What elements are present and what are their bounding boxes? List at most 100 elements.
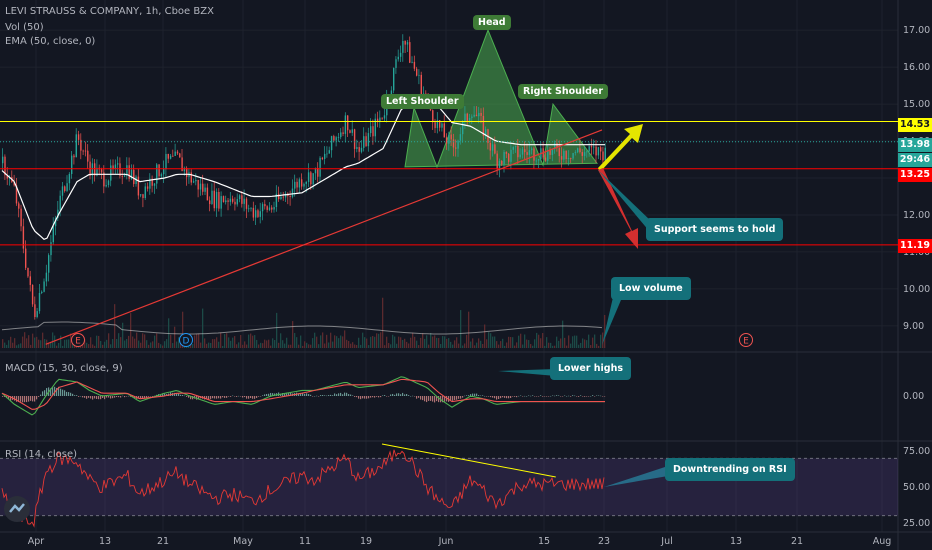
volume-bar bbox=[302, 345, 304, 348]
macd-histogram-bar bbox=[108, 396, 110, 398]
symbol-title[interactable]: LEVI STRAUSS & COMPANY, 1h, Cboe BZX bbox=[5, 6, 214, 17]
macd-histogram-bar bbox=[444, 396, 446, 402]
volume-bar bbox=[60, 335, 62, 348]
macd-histogram-bar bbox=[28, 396, 30, 402]
volume-bar bbox=[30, 344, 32, 348]
candle-body bbox=[459, 134, 462, 141]
volume-bar bbox=[520, 333, 522, 348]
candle-body bbox=[121, 176, 123, 177]
ema-line bbox=[1, 100, 605, 240]
candle-body bbox=[340, 132, 342, 138]
macd-histogram-bar bbox=[56, 387, 58, 396]
candle-body bbox=[455, 147, 457, 149]
macd-histogram-bar bbox=[264, 394, 266, 396]
candle-body bbox=[273, 207, 275, 210]
candle-body bbox=[163, 169, 165, 175]
right-shoulder-label[interactable]: Right Shoulder bbox=[518, 84, 609, 99]
macd-histogram-bar bbox=[216, 396, 218, 399]
rising-trendline bbox=[45, 129, 603, 345]
macd-histogram-bar bbox=[430, 396, 432, 401]
volume-bar bbox=[572, 336, 574, 348]
macd-histogram-bar bbox=[106, 396, 108, 398]
candle-body bbox=[485, 129, 487, 136]
macd-histogram-bar bbox=[126, 396, 128, 397]
volume-legend[interactable]: Vol (50) bbox=[5, 22, 44, 33]
candle-body bbox=[468, 117, 471, 122]
left-shoulder-label[interactable]: Left Shoulder bbox=[381, 94, 464, 109]
volume-bar bbox=[132, 336, 134, 348]
candle-body bbox=[381, 117, 383, 119]
macd-histogram-bar bbox=[442, 396, 444, 403]
macd-histogram-bar bbox=[372, 396, 374, 398]
time-tick-label: Aug bbox=[873, 536, 892, 547]
macd-histogram-bar bbox=[312, 396, 314, 397]
rsi-tick-label: 25.00 bbox=[903, 518, 930, 529]
candle-body bbox=[365, 136, 367, 147]
volume-bar bbox=[434, 335, 436, 348]
macd-histogram-bar bbox=[240, 396, 242, 397]
volume-bar bbox=[538, 334, 540, 348]
macd-histogram-bar bbox=[210, 396, 212, 399]
candle-body bbox=[54, 217, 57, 227]
macd-histogram-bar bbox=[244, 396, 246, 398]
volume-bar bbox=[548, 342, 550, 348]
candle-body bbox=[374, 118, 376, 137]
macd-histogram-bar bbox=[460, 396, 462, 399]
volume-bar bbox=[342, 336, 344, 348]
price-tick-label: 12.00 bbox=[903, 210, 930, 221]
rsi-legend[interactable]: RSI (14, close) bbox=[5, 449, 78, 460]
volume-bar bbox=[368, 345, 370, 348]
volume-bar bbox=[574, 335, 576, 348]
tradingview-logo-icon[interactable] bbox=[4, 496, 30, 522]
macd-histogram-bar bbox=[382, 395, 384, 396]
candle-body bbox=[137, 176, 140, 196]
macd-histogram-bar bbox=[552, 395, 554, 397]
volume-bar bbox=[484, 324, 486, 348]
macd-histogram-bar bbox=[512, 396, 514, 397]
volume-bar bbox=[32, 333, 34, 348]
candle-body bbox=[234, 201, 236, 205]
volume-bar bbox=[22, 336, 24, 348]
volume-bar bbox=[508, 336, 510, 348]
macd-legend[interactable]: MACD (15, 30, close, 9) bbox=[5, 363, 123, 374]
candle-body bbox=[443, 123, 445, 138]
candle-body bbox=[183, 167, 186, 172]
volume-bar bbox=[124, 340, 126, 348]
downtrending-rsi-callout[interactable]: Downtrending on RSI bbox=[665, 458, 795, 481]
macd-histogram-bar bbox=[52, 387, 54, 396]
macd-histogram-bar bbox=[84, 396, 86, 398]
volume-bar bbox=[280, 333, 282, 348]
volume-bar bbox=[84, 339, 86, 348]
macd-histogram-bar bbox=[354, 396, 356, 397]
macd-histogram-bar bbox=[112, 396, 114, 399]
candle-body bbox=[220, 196, 222, 209]
volume-bar bbox=[156, 333, 158, 348]
candle-body bbox=[445, 137, 448, 144]
candle-body bbox=[280, 196, 282, 200]
volume-bar bbox=[58, 342, 60, 348]
macd-histogram-bar bbox=[138, 396, 140, 398]
lower-highs-callout[interactable]: Lower highs bbox=[550, 357, 632, 380]
support-callout[interactable]: Support seems to hold bbox=[646, 218, 784, 241]
volume-bar bbox=[244, 341, 246, 348]
price-candles bbox=[2, 34, 606, 320]
volume-bar bbox=[92, 344, 94, 348]
head-label[interactable]: Head bbox=[473, 15, 511, 30]
candle-body bbox=[579, 148, 581, 153]
macd-histogram-bar bbox=[338, 393, 340, 396]
volume-bar bbox=[292, 321, 294, 348]
volume-bar bbox=[460, 310, 462, 348]
volume-bar bbox=[276, 312, 278, 348]
volume-bar bbox=[344, 330, 346, 348]
candle-body bbox=[174, 151, 176, 156]
time-tick-label: 13 bbox=[730, 536, 742, 547]
ema-legend[interactable]: EMA (50, close, 0) bbox=[5, 36, 96, 47]
macd-histogram-bar bbox=[306, 393, 308, 396]
low-volume-callout[interactable]: Low volume bbox=[611, 277, 691, 300]
event-marker-circle bbox=[71, 333, 85, 347]
candle-body bbox=[457, 140, 459, 149]
candle-body bbox=[105, 185, 107, 187]
volume-bar bbox=[210, 342, 212, 348]
